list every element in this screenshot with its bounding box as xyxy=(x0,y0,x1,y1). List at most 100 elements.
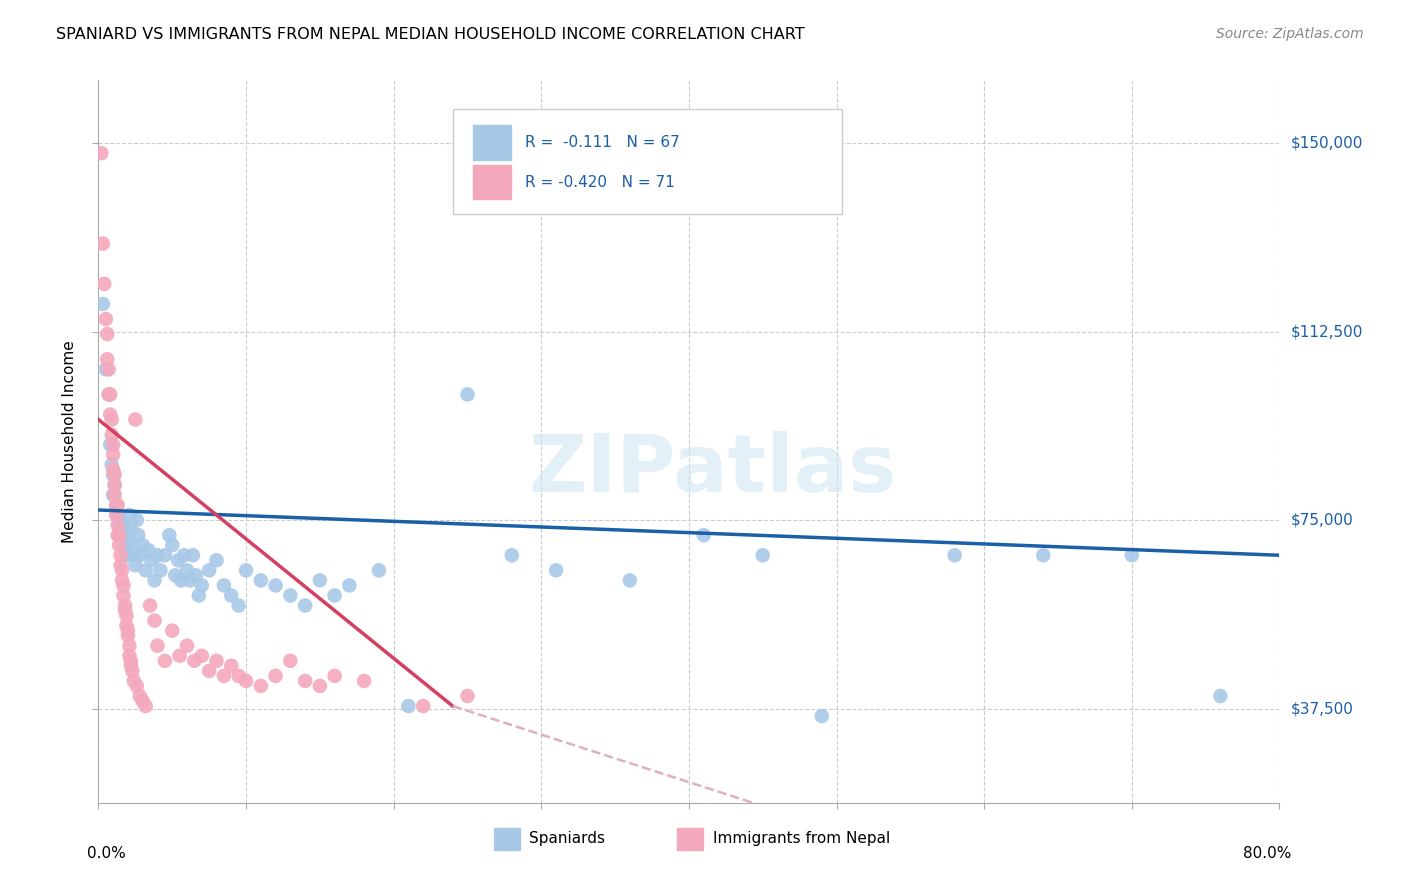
Point xyxy=(111,563,134,577)
Point xyxy=(546,563,568,577)
Point xyxy=(121,664,143,678)
Point xyxy=(228,599,250,613)
Text: Spaniards: Spaniards xyxy=(530,831,606,847)
Point xyxy=(135,563,157,577)
Point xyxy=(120,518,142,533)
Point xyxy=(118,508,141,522)
Point xyxy=(212,578,235,592)
Point xyxy=(169,648,191,663)
Point xyxy=(132,538,155,552)
FancyBboxPatch shape xyxy=(494,828,520,850)
Point xyxy=(115,608,138,623)
Point xyxy=(153,548,176,562)
Text: R = -0.420   N = 71: R = -0.420 N = 71 xyxy=(524,175,675,190)
Point xyxy=(810,709,832,723)
Point xyxy=(91,236,114,251)
Point xyxy=(323,589,346,603)
Point xyxy=(135,699,157,714)
Point xyxy=(125,679,148,693)
Point xyxy=(212,669,235,683)
Point xyxy=(104,478,127,492)
Text: ZIPatlas: ZIPatlas xyxy=(529,432,897,509)
Point xyxy=(111,528,134,542)
Point xyxy=(107,498,129,512)
Point xyxy=(98,387,121,401)
Point xyxy=(107,528,129,542)
Text: Source: ZipAtlas.com: Source: ZipAtlas.com xyxy=(1216,27,1364,41)
Point xyxy=(235,563,257,577)
Point xyxy=(93,277,115,291)
Point xyxy=(184,568,207,582)
Point xyxy=(122,673,145,688)
Text: $112,500: $112,500 xyxy=(1291,324,1362,339)
Point xyxy=(398,699,420,714)
FancyBboxPatch shape xyxy=(678,828,703,850)
Point xyxy=(183,654,205,668)
Point xyxy=(143,614,166,628)
Point xyxy=(221,658,243,673)
Point xyxy=(104,467,127,482)
Point xyxy=(412,699,434,714)
Point xyxy=(309,679,332,693)
Point xyxy=(97,387,120,401)
Point xyxy=(103,448,125,462)
Point xyxy=(117,629,139,643)
Text: 80.0%: 80.0% xyxy=(1243,847,1291,861)
Point xyxy=(122,548,145,562)
Point xyxy=(280,654,302,668)
Point xyxy=(205,553,228,567)
Point xyxy=(198,664,221,678)
Point xyxy=(139,599,162,613)
Text: $75,000: $75,000 xyxy=(1291,513,1354,527)
Point xyxy=(128,689,150,703)
Point xyxy=(457,387,479,401)
Point xyxy=(103,463,125,477)
Point xyxy=(205,654,228,668)
Point xyxy=(323,669,346,683)
Point xyxy=(104,488,127,502)
Text: $37,500: $37,500 xyxy=(1291,701,1354,716)
Point xyxy=(97,362,120,376)
Point xyxy=(117,624,139,638)
Point xyxy=(368,563,391,577)
Point xyxy=(112,518,135,533)
Point xyxy=(943,548,966,562)
Point xyxy=(693,528,716,542)
Point xyxy=(228,669,250,683)
Point xyxy=(162,624,183,638)
Point xyxy=(107,518,129,533)
Point xyxy=(105,498,128,512)
Point xyxy=(250,679,273,693)
Point xyxy=(294,599,316,613)
Point xyxy=(114,538,136,552)
Point xyxy=(111,574,134,588)
Text: SPANIARD VS IMMIGRANTS FROM NEPAL MEDIAN HOUSEHOLD INCOME CORRELATION CHART: SPANIARD VS IMMIGRANTS FROM NEPAL MEDIAN… xyxy=(56,27,804,42)
Point xyxy=(280,589,302,603)
Point xyxy=(250,574,273,588)
Point xyxy=(100,458,122,472)
Point xyxy=(120,654,142,668)
Point xyxy=(191,648,214,663)
Point xyxy=(108,538,131,552)
Text: $150,000: $150,000 xyxy=(1291,136,1362,151)
Point xyxy=(173,548,195,562)
Point xyxy=(339,578,361,592)
Point xyxy=(114,599,136,613)
Point xyxy=(294,673,316,688)
FancyBboxPatch shape xyxy=(472,125,510,160)
Point xyxy=(141,553,163,567)
Point xyxy=(108,528,131,542)
Point xyxy=(143,574,166,588)
Point xyxy=(90,146,112,161)
Point xyxy=(118,639,141,653)
Point xyxy=(94,362,117,376)
Point xyxy=(198,563,221,577)
Point xyxy=(104,478,127,492)
Point xyxy=(157,528,180,542)
Point xyxy=(138,543,160,558)
Point xyxy=(100,412,122,426)
Point xyxy=(752,548,775,562)
Point xyxy=(191,578,214,592)
Point xyxy=(309,574,332,588)
Point xyxy=(103,488,125,502)
